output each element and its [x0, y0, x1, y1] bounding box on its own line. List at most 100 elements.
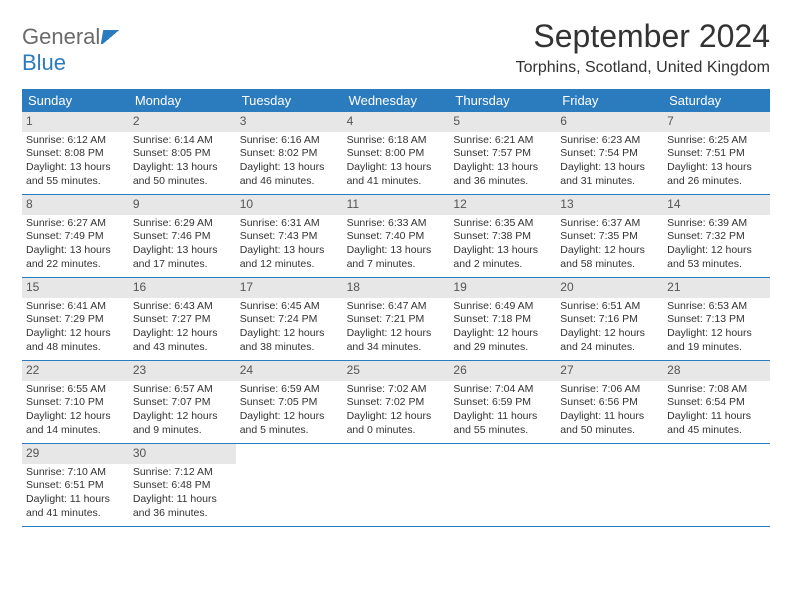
day-number: 16 [129, 278, 236, 298]
day-info-line: Daylight: 12 hours [240, 327, 339, 341]
day-info-line: Sunset: 7:02 PM [347, 396, 446, 410]
day-info-line: and 43 minutes. [133, 341, 232, 355]
day-number: 5 [449, 112, 556, 132]
week-row: 8Sunrise: 6:27 AMSunset: 7:49 PMDaylight… [22, 195, 770, 278]
day-cell: 6Sunrise: 6:23 AMSunset: 7:54 PMDaylight… [556, 112, 663, 194]
day-cell: 13 Sunrise: 6:37 AMSunset: 7:35 PMDayligh… [556, 195, 663, 277]
empty-day-cell [663, 444, 770, 526]
day-info-line: Sunrise: 6:31 AM [240, 217, 339, 231]
day-info-line: Sunrise: 7:12 AM [133, 466, 232, 480]
day-info-line: Sunset: 7:24 PM [240, 313, 339, 327]
day-info-line: Daylight: 13 hours [133, 161, 232, 175]
day-info-line: Sunset: 7:57 PM [453, 147, 552, 161]
day-number: 28 [663, 361, 770, 381]
day-cell: 22Sunrise: 6:55 AMSunset: 7:10 PMDayligh… [22, 361, 129, 443]
weeks-container: 1Sunrise: 6:12 AMSunset: 8:08 PMDaylight… [22, 112, 770, 527]
day-info-line: Sunset: 8:02 PM [240, 147, 339, 161]
day-number: 22 [22, 361, 129, 381]
day-info-line: Sunrise: 6:37 AM [560, 217, 659, 231]
day-info-line: Daylight: 11 hours [133, 493, 232, 507]
day-cell: 9 Sunrise: 6:29 AMSunset: 7:46 PMDaylight… [129, 195, 236, 277]
day-info-line: Sunset: 7:16 PM [560, 313, 659, 327]
day-info-line: and 38 minutes. [240, 341, 339, 355]
week-row: 1Sunrise: 6:12 AMSunset: 8:08 PMDaylight… [22, 112, 770, 195]
day-info-line: Daylight: 12 hours [560, 244, 659, 258]
day-info-line: Sunrise: 6:29 AM [133, 217, 232, 231]
day-number: 24 [236, 361, 343, 381]
day-number: 12 [449, 195, 556, 215]
day-info-line: Sunrise: 6:14 AM [133, 134, 232, 148]
day-cell: 1Sunrise: 6:12 AMSunset: 8:08 PMDaylight… [22, 112, 129, 194]
day-number: 2 [129, 112, 236, 132]
day-info-line: Sunrise: 6:45 AM [240, 300, 339, 314]
day-info-line: and 19 minutes. [667, 341, 766, 355]
day-info-line: Sunrise: 6:27 AM [26, 217, 125, 231]
day-header-cell: Monday [129, 89, 236, 112]
day-info-line: Sunrise: 7:06 AM [560, 383, 659, 397]
day-number: 9 [129, 195, 236, 215]
day-info-line: Sunrise: 7:10 AM [26, 466, 125, 480]
week-row: 15Sunrise: 6:41 AMSunset: 7:29 PMDayligh… [22, 278, 770, 361]
calendar-grid: SundayMondayTuesdayWednesdayThursdayFrid… [22, 89, 770, 527]
day-info-line: Daylight: 13 hours [347, 161, 446, 175]
day-info-line: Sunset: 8:08 PM [26, 147, 125, 161]
day-info-line: Sunset: 7:35 PM [560, 230, 659, 244]
day-info-line: and 29 minutes. [453, 341, 552, 355]
day-cell: 10 Sunrise: 6:31 AMSunset: 7:43 PMDayligh… [236, 195, 343, 277]
day-info-line: Sunrise: 6:55 AM [26, 383, 125, 397]
day-info-line: Daylight: 13 hours [667, 161, 766, 175]
day-number: 7 [663, 112, 770, 132]
day-cell: 24Sunrise: 6:59 AMSunset: 7:05 PMDayligh… [236, 361, 343, 443]
day-info-line: and 7 minutes. [347, 258, 446, 272]
day-number: 13 [556, 195, 663, 215]
day-info-line: and 50 minutes. [133, 175, 232, 189]
day-cell: 3Sunrise: 6:16 AMSunset: 8:02 PMDaylight… [236, 112, 343, 194]
day-cell: 14Sunrise: 6:39 AMSunset: 7:32 PMDayligh… [663, 195, 770, 277]
month-title: September 2024 [516, 18, 770, 55]
day-info-line: Daylight: 13 hours [240, 244, 339, 258]
location-subtitle: Torphins, Scotland, United Kingdom [516, 59, 770, 77]
day-info-line: Sunset: 7:46 PM [133, 230, 232, 244]
empty-day-cell [556, 444, 663, 526]
day-cell: 17 Sunrise: 6:45 AMSunset: 7:24 PMDayligh… [236, 278, 343, 360]
day-info-line: Daylight: 12 hours [347, 327, 446, 341]
day-info-line: Sunrise: 6:18 AM [347, 134, 446, 148]
day-info-line: Sunset: 7:10 PM [26, 396, 125, 410]
day-info-line: Daylight: 12 hours [240, 410, 339, 424]
title-block: September 2024 Torphins, Scotland, Unite… [516, 18, 770, 77]
day-info-line: Daylight: 12 hours [26, 327, 125, 341]
day-info-line: Daylight: 11 hours [667, 410, 766, 424]
day-info-line: and 58 minutes. [560, 258, 659, 272]
day-number: 17 [236, 278, 343, 298]
day-cell: 16Sunrise: 6:43 AMSunset: 7:27 PMDayligh… [129, 278, 236, 360]
day-cell: 26Sunrise: 7:04 AMSunset: 6:59 PMDayligh… [449, 361, 556, 443]
day-info-line: Sunset: 7:43 PM [240, 230, 339, 244]
day-cell: 27Sunrise: 7:06 AMSunset: 6:56 PMDayligh… [556, 361, 663, 443]
day-number: 3 [236, 112, 343, 132]
day-header-cell: Saturday [663, 89, 770, 112]
day-cell: 5Sunrise: 6:21 AMSunset: 7:57 PMDaylight… [449, 112, 556, 194]
day-number: 1 [22, 112, 129, 132]
day-info-line: Sunset: 7:13 PM [667, 313, 766, 327]
day-info-line: Daylight: 13 hours [133, 244, 232, 258]
day-info-line: Sunrise: 6:25 AM [667, 134, 766, 148]
day-header-cell: Wednesday [343, 89, 450, 112]
day-info-line: Daylight: 11 hours [26, 493, 125, 507]
day-info-line: Sunset: 6:54 PM [667, 396, 766, 410]
day-info-line: Sunrise: 6:41 AM [26, 300, 125, 314]
day-info-line: Sunrise: 7:08 AM [667, 383, 766, 397]
day-cell: 2Sunrise: 6:14 AMSunset: 8:05 PMDaylight… [129, 112, 236, 194]
day-info-line: Sunrise: 6:23 AM [560, 134, 659, 148]
day-info-line: and 0 minutes. [347, 424, 446, 438]
day-info-line: Sunrise: 6:51 AM [560, 300, 659, 314]
day-number: 30 [129, 444, 236, 464]
empty-day-cell [343, 444, 450, 526]
day-number: 23 [129, 361, 236, 381]
day-info-line: and 9 minutes. [133, 424, 232, 438]
day-info-line: Sunrise: 6:43 AM [133, 300, 232, 314]
day-number: 25 [343, 361, 450, 381]
day-info-line: and 46 minutes. [240, 175, 339, 189]
day-number: 10 [236, 195, 343, 215]
day-number: 20 [556, 278, 663, 298]
day-info-line: Sunset: 7:29 PM [26, 313, 125, 327]
